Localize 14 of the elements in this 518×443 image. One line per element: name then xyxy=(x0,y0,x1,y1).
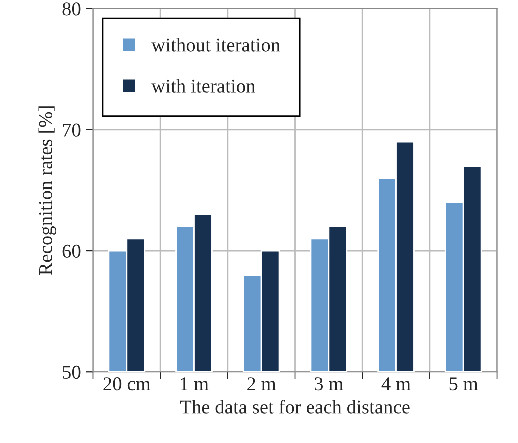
x-tick-label: 2 m xyxy=(248,378,276,390)
x-tick-label: 4 m xyxy=(382,378,411,390)
x-axis-title: The data set for each distance xyxy=(180,400,410,414)
y-tick-label: 80 xyxy=(62,2,81,16)
legend-label: without iteration xyxy=(152,38,280,52)
x-tick-label: 3 m xyxy=(315,378,344,391)
x-tick-label: 5 m xyxy=(450,378,478,391)
y-axis-title: Recognition rates [%] xyxy=(38,106,56,276)
x-tick-label: 20 cm xyxy=(104,378,151,391)
y-tick-label: 70 xyxy=(63,124,81,137)
y-tick-label: 60 xyxy=(62,244,81,258)
x-tick-label: 1 m xyxy=(181,378,209,390)
legend-label: with iteration xyxy=(152,79,256,93)
y-tick-label: 50 xyxy=(63,366,81,380)
